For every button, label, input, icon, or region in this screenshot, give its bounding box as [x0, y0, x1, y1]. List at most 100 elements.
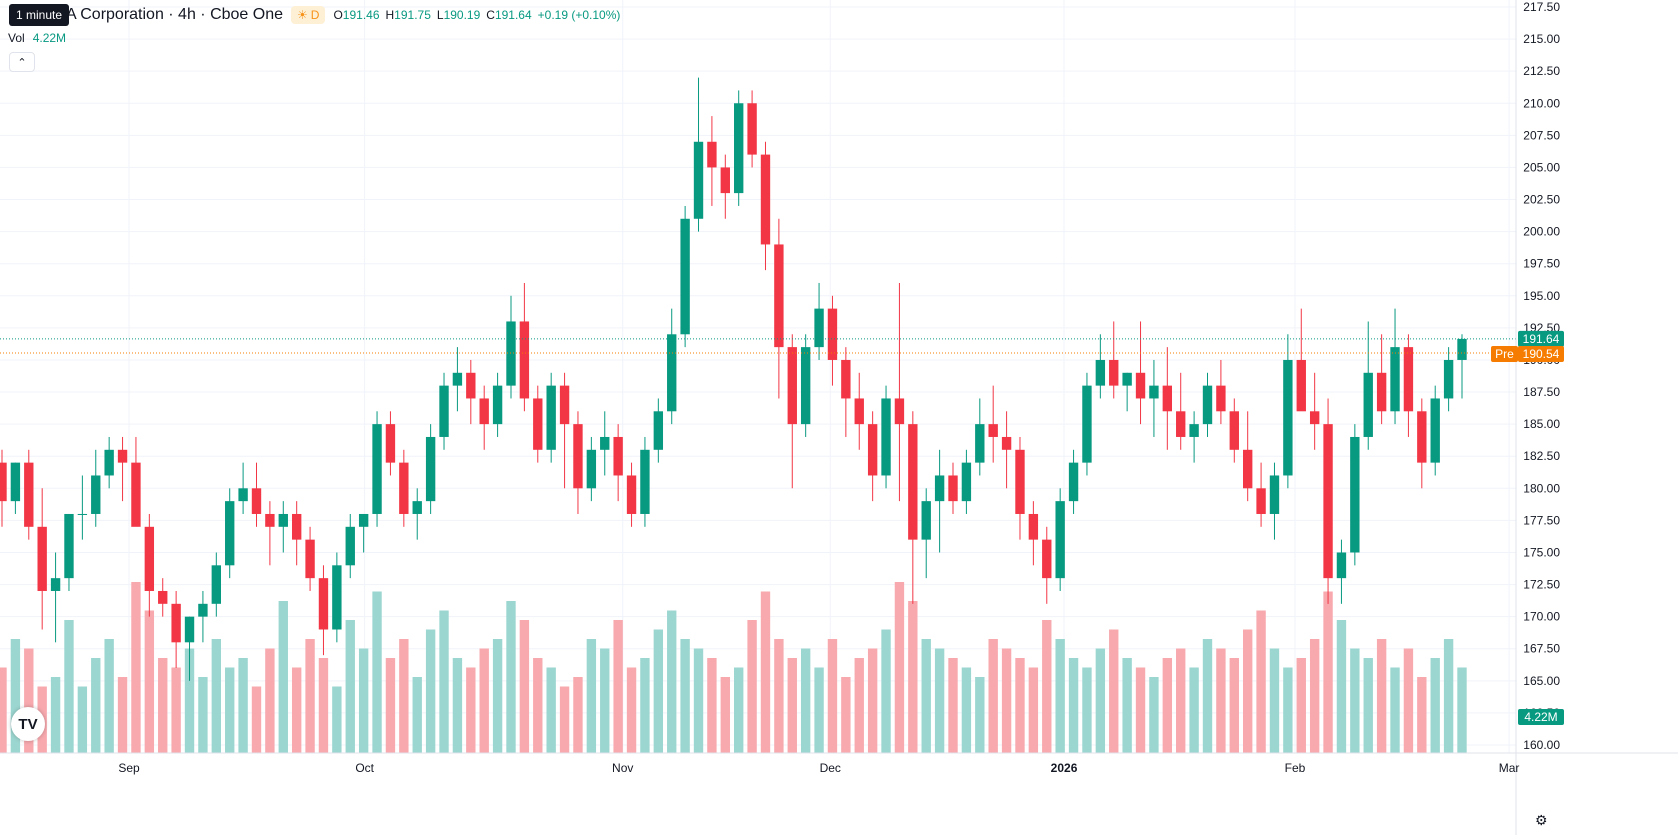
candle-body — [1028, 513, 1039, 540]
volume-bar — [1350, 648, 1360, 753]
volume-bar — [600, 648, 610, 753]
y-tick-label: 205.00 — [1523, 160, 1560, 174]
y-tick-label: 180.00 — [1523, 481, 1560, 495]
volume-bar — [559, 686, 570, 753]
candle-body — [198, 603, 208, 617]
volume-bar — [238, 658, 248, 753]
candle-body — [37, 526, 47, 591]
candle-body — [345, 526, 355, 566]
candle-body — [265, 513, 275, 527]
volume-axis-label: 4.22M — [1524, 710, 1557, 724]
candle-body — [827, 308, 838, 360]
volume-bar — [1015, 658, 1025, 753]
time-axis[interactable]: Sep Oct Nov Dec 2026 Feb Mar — [0, 752, 1678, 775]
volume-bar — [117, 677, 128, 753]
volume-bar — [1028, 667, 1039, 753]
candle-body — [1243, 449, 1253, 489]
volume-bar — [184, 648, 195, 753]
y-tick-label: 172.50 — [1523, 578, 1560, 592]
volume-bar — [0, 667, 7, 753]
y-tick-label: 217.50 — [1523, 0, 1560, 14]
candle-body — [225, 501, 235, 566]
candle-body — [358, 513, 369, 527]
pre-market-price-label-bg — [1518, 346, 1564, 363]
ohlc-values: O191.46 H191.75 L190.19 C191.64 +0.19 (+… — [333, 8, 620, 22]
volume-bar — [934, 648, 945, 753]
volume-bar — [1149, 677, 1159, 753]
candle-body — [1149, 385, 1159, 399]
candle-body — [787, 347, 797, 425]
volume-bar — [1176, 648, 1186, 753]
candle-body — [184, 616, 195, 643]
volume-bar — [225, 667, 235, 753]
volume-bar — [1122, 658, 1132, 753]
candle-body — [1055, 501, 1065, 579]
x-tick-label: Nov — [612, 761, 633, 775]
volume-bar — [1443, 639, 1454, 753]
volume-bar — [1243, 629, 1253, 753]
volume-bar — [305, 639, 315, 753]
candle-body — [988, 424, 998, 437]
candle-body — [1323, 424, 1333, 579]
volume-bar — [479, 648, 489, 753]
volume-bar — [1403, 648, 1414, 753]
candle-body — [760, 154, 771, 245]
candle-body — [10, 462, 21, 502]
y-tick-label: 197.50 — [1523, 257, 1560, 271]
volume-bar — [318, 658, 329, 753]
candle-body — [492, 385, 503, 425]
candle-body — [800, 347, 811, 425]
y-tick-label: 175.00 — [1523, 545, 1560, 559]
candle-body — [1376, 372, 1387, 412]
volume-bar — [519, 620, 530, 753]
candle-body — [1189, 424, 1199, 437]
candle-body — [814, 308, 824, 348]
volume-bar — [1162, 658, 1173, 753]
x-tick-label: Sep — [118, 761, 140, 775]
volume-bar — [144, 610, 155, 753]
candle-body — [600, 436, 610, 450]
market-status-badge[interactable]: ☀ D — [291, 6, 326, 24]
volume-axis-label-bg — [1518, 709, 1564, 725]
badge-label: D — [310, 8, 320, 22]
candle-body — [1122, 372, 1132, 386]
candle-body — [1417, 411, 1427, 463]
volume-label[interactable]: Vol — [8, 31, 25, 45]
volume-bar — [1109, 629, 1119, 753]
candle-body — [479, 398, 489, 425]
volume-bar — [760, 591, 771, 753]
candle-body — [1068, 462, 1079, 502]
pre-market-tag: Pre — [1495, 347, 1514, 361]
collapse-legend-button[interactable]: ⌃ — [9, 52, 35, 72]
volume-bar — [1042, 620, 1052, 753]
candle-body — [439, 385, 449, 437]
candle-body — [1095, 359, 1106, 386]
candle-body — [64, 513, 74, 579]
candle-body — [1256, 488, 1266, 514]
volume-bar — [1309, 639, 1320, 753]
candle-body — [425, 436, 436, 502]
tradingview-logo[interactable]: TV — [11, 707, 45, 741]
volume-bar — [814, 667, 824, 753]
volume-bar — [787, 658, 797, 753]
y-tick-label: 207.50 — [1523, 128, 1560, 142]
volume-bar — [546, 667, 556, 753]
y-tick-label: 185.00 — [1523, 417, 1560, 431]
gear-icon[interactable]: ⚙ — [1535, 812, 1548, 828]
candle-body — [1350, 436, 1360, 553]
ohlc-low: L190.19 — [436, 8, 481, 22]
candle-body — [91, 475, 101, 514]
symbol-title[interactable]: A Corporation · 4h · Cboe One — [66, 6, 284, 23]
y-tick-label: 210.00 — [1523, 96, 1560, 110]
candle-body — [1336, 552, 1347, 579]
ohlc-change: +0.19 (+0.10%) — [537, 8, 621, 22]
volume-bar — [1189, 667, 1199, 753]
candle-body — [640, 449, 650, 514]
volume-bars — [0, 582, 1467, 753]
candle-body — [372, 424, 382, 514]
candle-body — [466, 372, 476, 399]
volume-bar — [854, 658, 864, 753]
candle-body — [1390, 347, 1400, 412]
candle-body — [1176, 411, 1186, 437]
